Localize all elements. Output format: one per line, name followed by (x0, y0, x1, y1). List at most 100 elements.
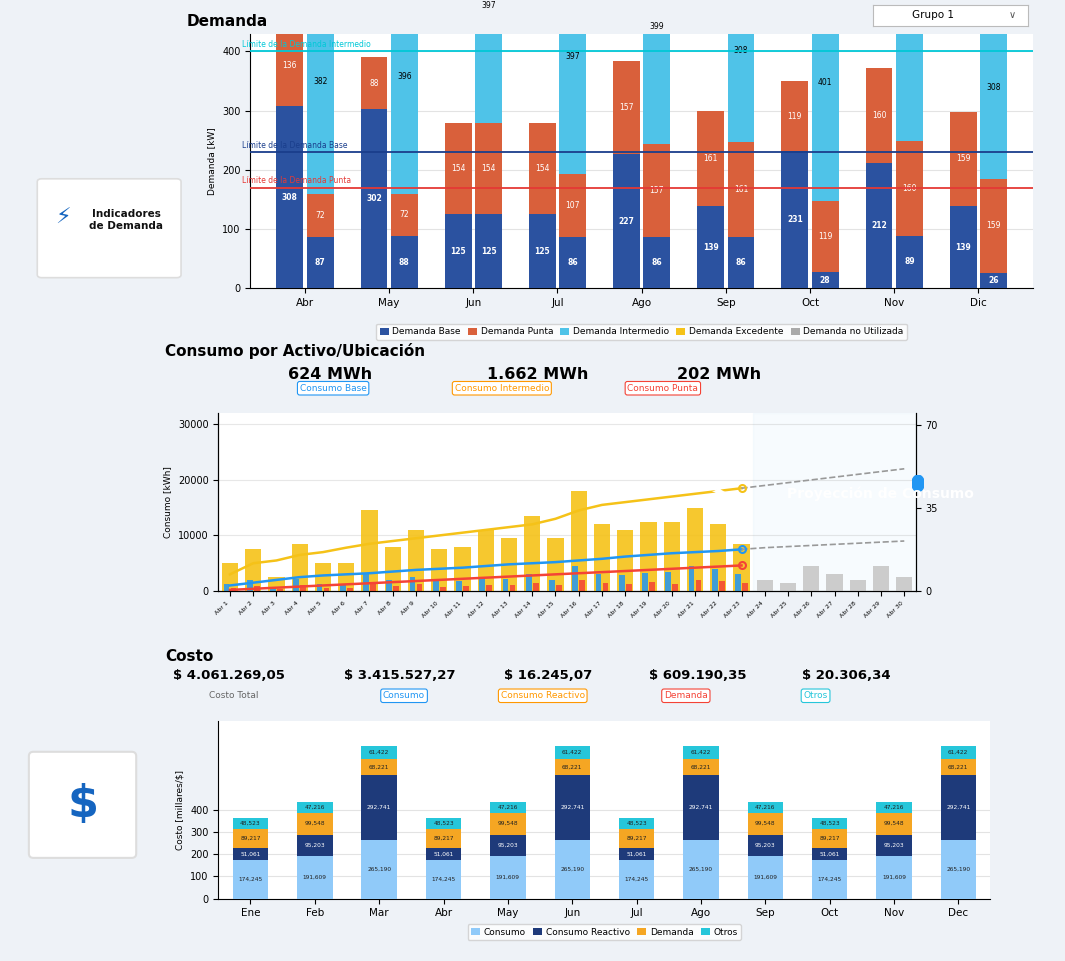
Text: 292,741: 292,741 (560, 804, 585, 809)
Bar (233, 860, 268, 899)
Text: 86: 86 (736, 259, 747, 267)
Bar (698, 111, 724, 206)
Text: ✦: ✦ (710, 485, 725, 503)
Text: ∨: ∨ (1010, 11, 1016, 20)
Bar (547, 538, 563, 591)
Bar (719, 581, 724, 591)
Bar (361, 746, 397, 759)
Bar (812, 860, 848, 899)
Bar (501, 538, 518, 591)
Bar (826, 575, 842, 591)
Text: 51,061: 51,061 (626, 851, 646, 856)
Bar (559, 237, 586, 288)
Bar (431, 550, 447, 591)
Text: 397: 397 (566, 52, 580, 61)
Bar (940, 775, 976, 840)
Bar (626, 584, 632, 591)
Bar (896, 141, 922, 235)
Text: 292,741: 292,741 (367, 804, 391, 809)
Text: 26: 26 (988, 276, 999, 285)
Text: 1.662 MWh: 1.662 MWh (487, 367, 589, 382)
Bar (742, 582, 748, 591)
Bar (876, 802, 912, 813)
Text: 139: 139 (703, 242, 719, 252)
Text: ⚡: ⚡ (55, 209, 71, 228)
Bar (594, 525, 610, 591)
Bar (307, 194, 333, 236)
Bar (410, 578, 415, 591)
Text: 157: 157 (650, 186, 665, 195)
Bar (780, 582, 797, 591)
Text: Consumo Reactivo: Consumo Reactivo (501, 691, 585, 701)
Bar (432, 581, 439, 591)
Text: 154: 154 (481, 164, 495, 173)
Text: 308: 308 (282, 192, 298, 202)
Text: 95,203: 95,203 (884, 843, 904, 848)
Text: 308: 308 (986, 83, 1001, 92)
Bar (526, 575, 531, 591)
Bar (361, 775, 397, 840)
Text: $: $ (67, 783, 98, 826)
Bar (253, 586, 260, 591)
Text: 125: 125 (450, 247, 466, 256)
Bar (524, 516, 540, 591)
Bar (812, 828, 848, 849)
Text: 382: 382 (313, 77, 327, 86)
Bar (307, 236, 333, 288)
Text: 95,203: 95,203 (755, 843, 775, 848)
Bar (490, 802, 525, 813)
Text: 397: 397 (481, 1, 496, 10)
Text: 119: 119 (818, 232, 833, 241)
Text: 87: 87 (315, 259, 326, 267)
Bar (475, 214, 502, 288)
Text: 265,190: 265,190 (560, 867, 585, 872)
Y-axis label: Demanda [kW]: Demanda [kW] (208, 127, 216, 195)
Bar (689, 566, 694, 591)
Text: 154: 154 (535, 164, 550, 173)
Bar (617, 530, 634, 591)
Bar (268, 578, 284, 591)
Text: 99,548: 99,548 (305, 822, 325, 826)
Text: 308: 308 (734, 46, 749, 56)
Bar (503, 579, 508, 591)
Bar (233, 828, 268, 849)
Bar (643, 0, 670, 144)
Bar (613, 154, 640, 288)
Bar (782, 152, 808, 288)
Bar (340, 584, 346, 591)
Bar (850, 579, 866, 591)
Text: 51,061: 51,061 (819, 851, 839, 856)
Text: Demanda: Demanda (186, 14, 267, 30)
Bar (300, 585, 306, 591)
Text: 68,221: 68,221 (948, 764, 968, 770)
Bar (475, 123, 502, 214)
Bar (440, 586, 445, 591)
Text: 88: 88 (399, 258, 410, 267)
Text: 61,422: 61,422 (691, 750, 711, 755)
Bar (643, 237, 670, 288)
Bar (727, 0, 754, 142)
Bar (748, 802, 783, 813)
Bar (666, 572, 671, 591)
Bar (940, 746, 976, 759)
Bar (426, 860, 461, 899)
Bar (684, 759, 719, 775)
Bar (475, 0, 502, 123)
Text: 47,216: 47,216 (305, 805, 325, 810)
Bar (695, 579, 702, 591)
Bar (387, 579, 392, 591)
Text: 191,609: 191,609 (496, 875, 520, 879)
Bar (571, 491, 587, 591)
Text: $ 16.245,07: $ 16.245,07 (505, 669, 592, 682)
Y-axis label: Costo [millares/$]: Costo [millares/$] (176, 770, 184, 850)
FancyBboxPatch shape (37, 179, 181, 278)
Bar (613, 61, 640, 154)
Text: 48,523: 48,523 (433, 821, 454, 825)
Text: 86: 86 (568, 259, 578, 267)
Bar (307, 0, 333, 194)
Bar (490, 835, 525, 856)
Text: 154: 154 (450, 164, 465, 173)
Text: 174,245: 174,245 (431, 876, 456, 881)
Bar (812, 818, 848, 828)
Text: 72: 72 (315, 211, 325, 220)
